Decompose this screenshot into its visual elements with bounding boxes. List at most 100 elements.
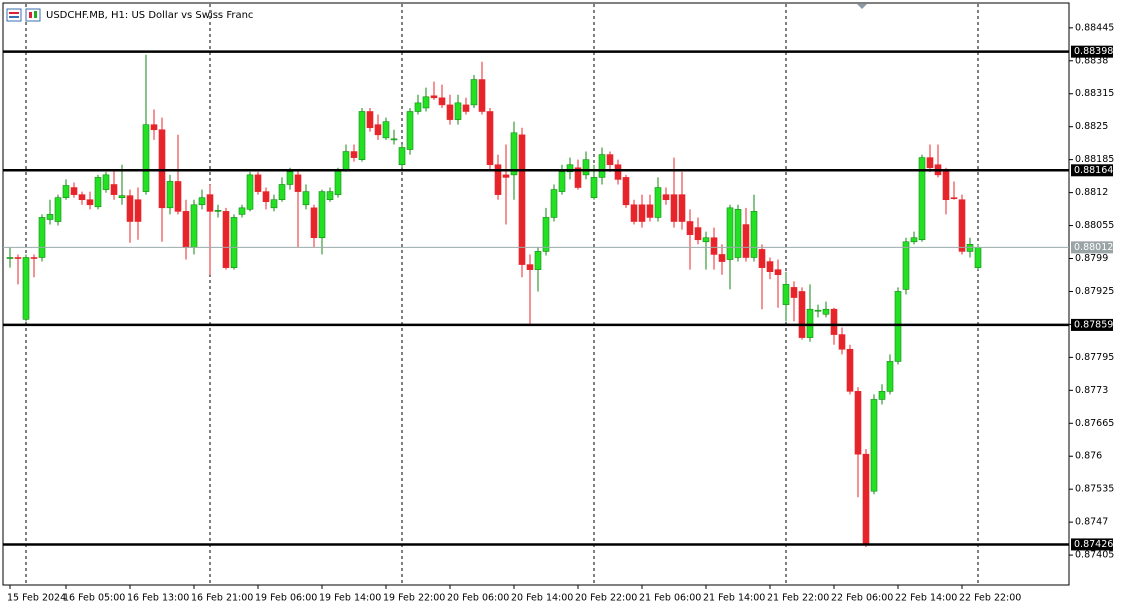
candle-body bbox=[854, 391, 862, 455]
candle-body bbox=[30, 257, 38, 259]
candle-body bbox=[918, 157, 926, 241]
candle-body bbox=[782, 284, 790, 305]
candle-body bbox=[726, 207, 734, 260]
candle-body bbox=[750, 211, 758, 258]
shift-marker bbox=[857, 4, 867, 9]
plot-frame bbox=[2, 2, 1070, 586]
candle-body bbox=[558, 171, 566, 192]
candle-body bbox=[406, 111, 414, 150]
y-tick-label: 0.88055 bbox=[1075, 220, 1114, 231]
candle-body bbox=[430, 95, 438, 99]
y-tick-label: 0.8812 bbox=[1075, 187, 1108, 198]
candle-body bbox=[486, 111, 494, 166]
candle-body bbox=[198, 197, 206, 206]
icon bbox=[25, 8, 41, 22]
candle-body bbox=[326, 191, 334, 201]
candle-body bbox=[734, 209, 742, 258]
candle-body bbox=[742, 224, 750, 258]
y-tick-label: 0.87535 bbox=[1075, 484, 1114, 495]
candle-body bbox=[46, 214, 54, 220]
candle-body bbox=[422, 96, 430, 109]
candle-body bbox=[670, 194, 678, 222]
level-label: 0.87859 bbox=[1074, 319, 1113, 330]
x-tick-label: 21 Feb 06:00 bbox=[639, 593, 701, 604]
candle-body bbox=[830, 308, 838, 335]
candle-body bbox=[262, 191, 270, 203]
icon bbox=[29, 12, 32, 18]
candle-body bbox=[630, 204, 638, 222]
candle-body bbox=[14, 257, 22, 259]
candle-body bbox=[902, 241, 910, 290]
candle-body bbox=[294, 174, 302, 192]
x-tick-label: 15 Feb 2024 bbox=[7, 593, 66, 604]
candle-body bbox=[238, 207, 246, 215]
y-tick-label: 0.87925 bbox=[1075, 286, 1114, 297]
y-tick-label: 0.8799 bbox=[1075, 253, 1108, 264]
candle-body bbox=[542, 217, 550, 252]
candle-body bbox=[590, 177, 598, 198]
candle-body bbox=[862, 453, 870, 545]
candle-body bbox=[646, 204, 654, 218]
y-tick-label: 0.87795 bbox=[1075, 352, 1114, 363]
level-box bbox=[1071, 164, 1113, 177]
candle-body bbox=[142, 124, 150, 192]
candle-body bbox=[494, 164, 502, 195]
y-tick-label: 0.876 bbox=[1075, 451, 1102, 462]
candle-body bbox=[478, 79, 486, 112]
candle-body bbox=[350, 151, 358, 158]
candle-body bbox=[710, 237, 718, 255]
candle-body bbox=[446, 104, 454, 120]
current-price-box bbox=[1071, 241, 1113, 254]
candle-body bbox=[574, 167, 582, 188]
candle-body bbox=[870, 399, 878, 492]
candle-body bbox=[150, 124, 158, 131]
level-label: 0.88164 bbox=[1074, 165, 1113, 176]
candle-body bbox=[6, 257, 14, 259]
candle-body bbox=[366, 111, 374, 129]
candle-body bbox=[526, 264, 534, 270]
candle-body bbox=[270, 199, 278, 209]
candle-body bbox=[182, 211, 190, 248]
candle-body bbox=[798, 291, 806, 338]
candle-body bbox=[678, 194, 686, 222]
candle-body bbox=[566, 164, 574, 173]
candle-body bbox=[118, 195, 126, 198]
candle-body bbox=[910, 237, 918, 243]
candle-body bbox=[974, 247, 982, 268]
candle-body bbox=[814, 309, 822, 312]
x-tick-label: 19 Feb 06:00 bbox=[255, 593, 317, 604]
candle-body bbox=[22, 257, 30, 320]
x-tick-label: 16 Feb 21:00 bbox=[191, 593, 253, 604]
level-box bbox=[1071, 318, 1113, 331]
candle-body bbox=[414, 102, 422, 112]
candle-body bbox=[534, 251, 542, 270]
candle-body bbox=[190, 204, 198, 248]
candle-body bbox=[174, 181, 182, 212]
candle-body bbox=[622, 177, 630, 206]
level-box bbox=[1071, 45, 1113, 58]
candle-body bbox=[718, 254, 726, 262]
candle-body bbox=[942, 171, 950, 201]
current-price-label: 0.88012 bbox=[1074, 242, 1113, 253]
y-tick-label: 0.8825 bbox=[1075, 121, 1108, 132]
level-label: 0.87426 bbox=[1074, 539, 1113, 550]
candle-body bbox=[654, 187, 662, 218]
chart-title: USDCHF.MB, H1: US Dollar vs Swiss Franc bbox=[46, 10, 253, 21]
candle-body bbox=[246, 174, 254, 210]
candle-body bbox=[502, 174, 510, 178]
candle-body bbox=[838, 334, 846, 350]
candle-body bbox=[518, 134, 526, 265]
icon bbox=[9, 12, 19, 14]
candle-body bbox=[286, 171, 294, 185]
candle-body bbox=[374, 124, 382, 136]
candle-body bbox=[166, 181, 174, 209]
candle-body bbox=[134, 199, 142, 222]
y-tick-label: 0.8773 bbox=[1075, 385, 1108, 396]
candle-body bbox=[958, 199, 966, 252]
candle-body bbox=[510, 132, 518, 176]
candle-body bbox=[926, 157, 934, 169]
level-label: 0.88398 bbox=[1074, 46, 1113, 57]
